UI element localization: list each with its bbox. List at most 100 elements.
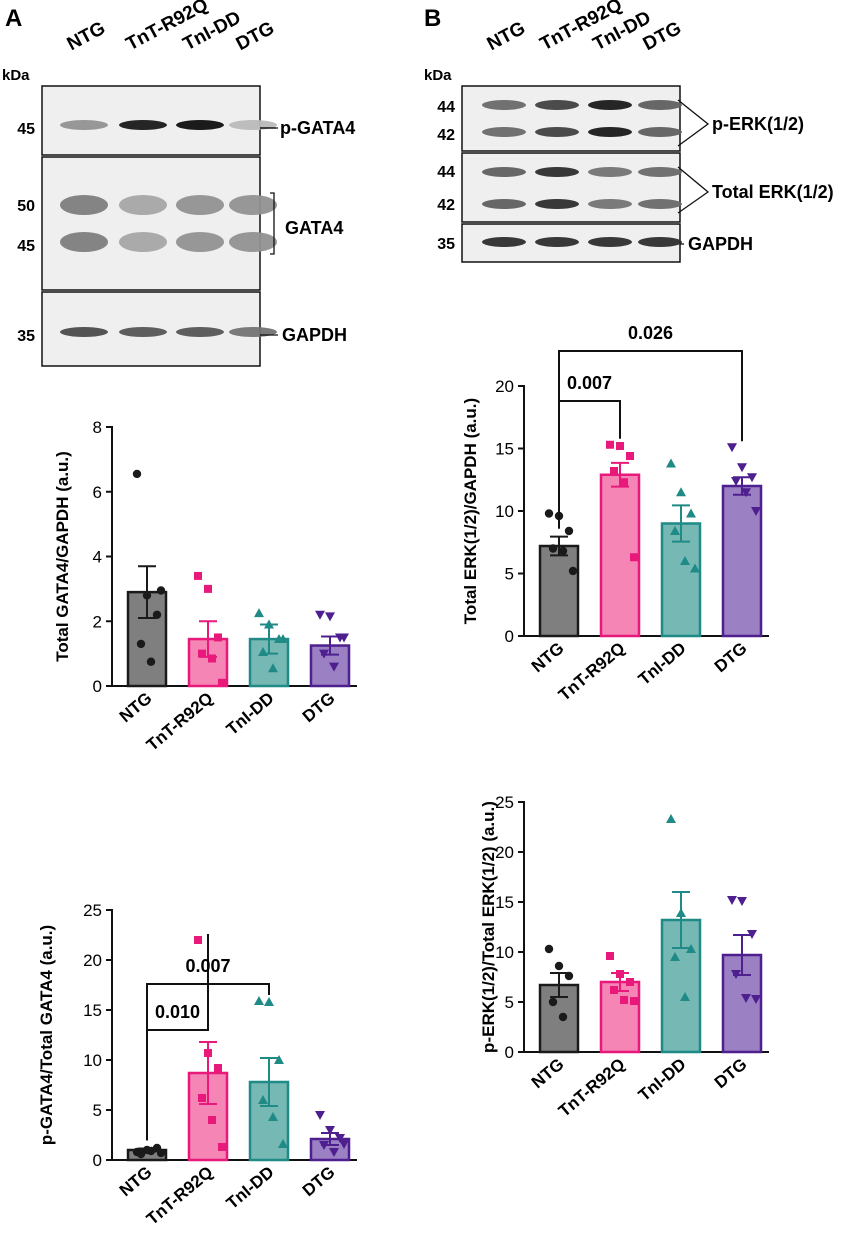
y-tick-label: 8 [93,418,102,437]
kda-marker: 42 [437,197,455,214]
y-tick-label: 15 [83,1001,102,1020]
blot-bracket [270,192,275,255]
data-point [666,458,676,468]
data-point [564,971,574,981]
data-point [264,619,274,629]
data-point [339,633,349,643]
data-point [325,612,335,622]
x-tick-label: NTG [116,1163,156,1201]
data-point [194,571,202,580]
data-point [329,662,339,672]
p-value-label: 0.010 [155,1002,200,1022]
kda-marker: 35 [437,236,455,253]
blot-band [638,127,682,137]
y-tick-label: 0 [93,677,102,696]
data-point [136,639,146,649]
data-point [676,908,686,917]
data-point [264,997,274,1006]
y-tick-label: 2 [93,612,102,631]
y-tick-label: 5 [505,565,514,584]
data-point [686,508,696,518]
data-point [737,897,747,906]
data-point [136,1149,146,1159]
data-point [676,487,686,497]
x-tick-label: TnT-R92Q [555,1055,629,1121]
data-point [690,563,700,573]
x-tick-label: TnI-DD [223,689,278,739]
data-point [278,634,288,644]
y-axis-label: Total GATA4/GAPDH (a.u.) [53,451,72,662]
data-point [198,1094,206,1102]
data-point [620,478,628,487]
x-tick-label: TnI-DD [635,639,690,689]
data-point [606,440,614,449]
blot-row-label: p-GATA4 [280,118,355,138]
data-point [194,936,202,944]
blot-band [119,327,167,337]
blot-row-label: GAPDH [282,325,347,345]
x-tick-label: TnT-R92Q [143,1163,217,1229]
significance-bracket [146,983,270,1141]
kda-label: kDa [2,67,30,84]
blot-band [638,167,682,177]
y-tick-label: 15 [495,440,514,459]
data-point [564,526,574,536]
x-tick-label: NTG [116,689,156,727]
blot-band [588,199,632,209]
data-point [558,546,568,556]
data-point [680,556,690,565]
data-point [544,944,554,954]
blot-band [588,167,632,177]
blot-band [535,237,579,247]
data-point [670,526,680,535]
x-tick-label: NTG [528,639,568,677]
data-point [258,647,268,657]
y-tick-label: 20 [495,377,514,396]
y-tick-label: 5 [93,1101,102,1120]
blot-band [535,100,579,110]
blot-band [60,232,108,252]
data-point [747,930,757,939]
data-point [610,986,618,994]
blot-band [60,120,108,130]
data-point [751,995,761,1004]
blot-membrane [461,152,681,223]
data-point [751,507,761,516]
y-tick-label: 0 [505,627,514,646]
data-point [325,1126,335,1135]
y-tick-label: 10 [83,1051,102,1070]
kda-marker: 44 [437,164,455,181]
y-axis-label: p-ERK(1/2)/Total ERK(1/2) (a.u.) [479,801,498,1053]
blot-row-label: GATA4 [285,218,343,238]
kda-marker: 42 [437,127,455,144]
data-point [620,996,628,1004]
blot-bracket [677,99,710,147]
panel-label-a: A [5,5,22,32]
data-point [254,996,264,1005]
data-point [731,477,741,486]
data-point [544,509,554,518]
p-value-label: 0.026 [628,323,673,343]
y-tick-label: 4 [93,548,102,567]
significance-bracket [558,350,743,529]
data-point [204,584,212,593]
data-point [741,994,751,1003]
data-point [606,952,614,960]
blot-lane-label: NTG [484,18,529,55]
data-point [741,488,751,498]
data-point [329,1148,339,1157]
data-point [339,1140,349,1149]
y-tick-label: 10 [495,502,514,521]
y-tick-label: 0 [505,1043,514,1062]
y-tick-label: 10 [495,943,514,962]
data-point [554,961,564,971]
x-tick-label: DTG [299,689,339,727]
p-value-label: 0.007 [567,373,612,393]
data-point [727,443,737,453]
data-point [152,610,162,619]
